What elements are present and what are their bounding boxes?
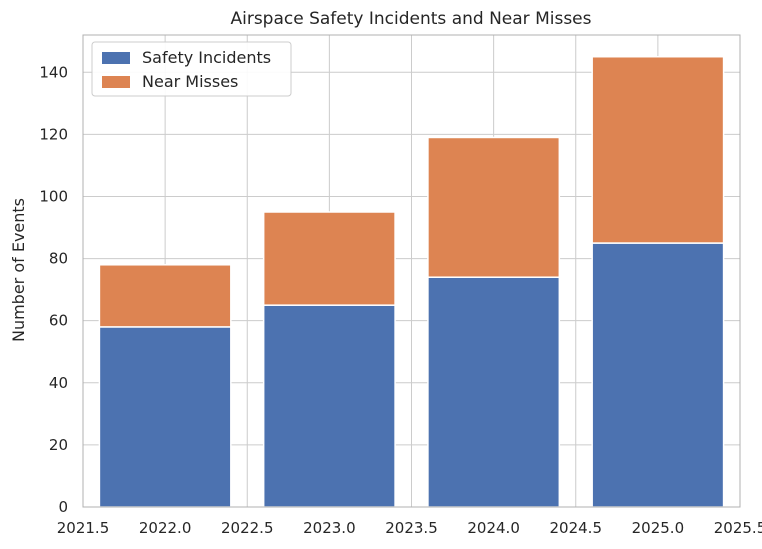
x-tick-label: 2023.5	[385, 519, 438, 537]
x-tick-label: 2025.5	[714, 519, 762, 537]
bar-near-misses	[591, 55, 725, 244]
legend: Safety Incidents Near Misses	[91, 41, 292, 97]
chart-title: Airspace Safety Incidents and Near Misse…	[230, 9, 591, 29]
y-tick-label: 80	[49, 250, 68, 268]
legend-swatch	[102, 76, 130, 88]
x-tick-label: 2024.0	[467, 519, 520, 537]
bar-near-misses	[98, 264, 232, 328]
bars	[98, 55, 725, 508]
legend-label: Near Misses	[142, 72, 238, 91]
plot-frame	[82, 34, 741, 508]
x-tick-label: 2024.5	[550, 519, 603, 537]
y-tick-label: 100	[39, 187, 68, 205]
legend-swatch	[102, 52, 130, 64]
bar-safety-incidents	[427, 276, 561, 508]
y-axis-ticks: 0 20 40 60 80 100 120 140	[39, 63, 68, 516]
bar-safety-incidents	[591, 242, 725, 508]
legend-label: Safety Incidents	[142, 48, 271, 67]
x-tick-label: 2023.0	[303, 519, 356, 537]
bar-safety-incidents	[262, 304, 396, 508]
legend-box	[91, 41, 292, 97]
bar-near-misses	[427, 136, 561, 278]
y-tick-label: 140	[39, 63, 68, 81]
y-tick-label: 60	[49, 312, 68, 330]
bar-safety-incidents	[98, 326, 232, 508]
y-tick-label: 120	[39, 125, 68, 143]
x-tick-label: 2022.0	[139, 519, 192, 537]
bar-near-misses	[262, 211, 396, 306]
x-tick-label: 2025.0	[632, 519, 685, 537]
y-tick-label: 40	[49, 374, 68, 392]
y-tick-label: 20	[49, 436, 68, 454]
y-axis-label: Number of Events	[9, 198, 28, 342]
x-tick-label: 2021.5	[57, 519, 110, 537]
y-tick-label: 0	[58, 498, 68, 516]
x-tick-label: 2022.5	[221, 519, 274, 537]
x-axis-ticks: 2021.5 2022.0 2022.5 2023.0 2023.5 2024.0 2024…	[57, 519, 762, 537]
